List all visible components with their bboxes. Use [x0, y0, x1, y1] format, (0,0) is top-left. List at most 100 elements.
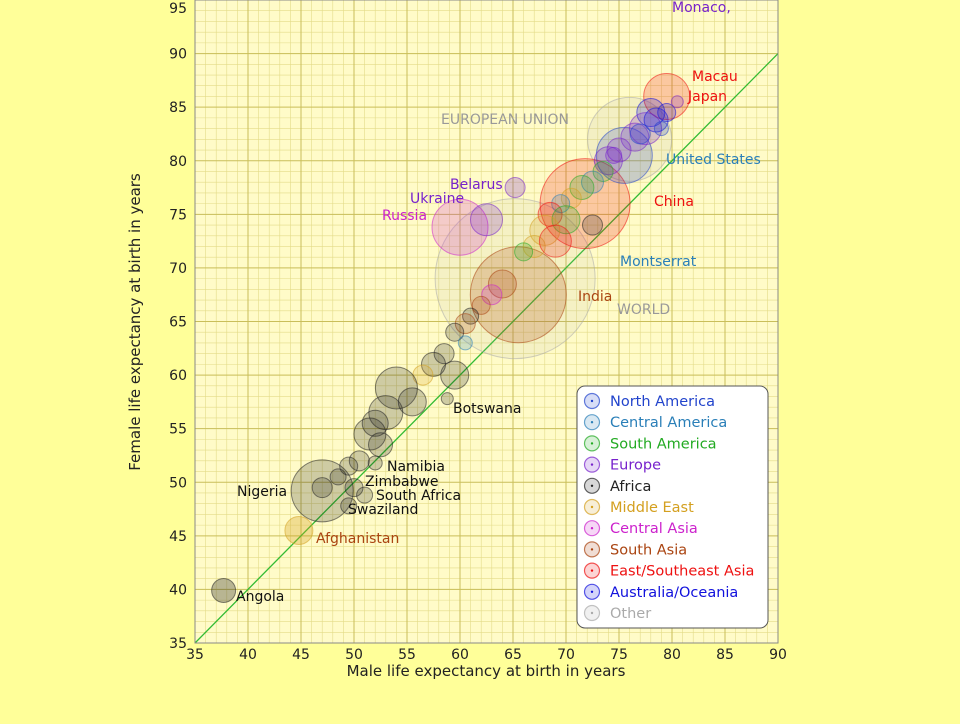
bubbles-layer	[211, 72, 691, 603]
point-label: WORLD	[617, 302, 670, 318]
point-label: United States	[666, 152, 761, 168]
point-label: Nigeria	[237, 484, 287, 500]
legend-marker-dot	[590, 399, 594, 403]
data-bubble	[361, 409, 389, 437]
point-label: Zimbabwe	[365, 474, 439, 490]
legend-label: Europe	[610, 458, 661, 474]
data-bubble	[481, 284, 503, 306]
point-labels-layer: Monaco, Macau Japan EUROPEAN UNION United St…	[236, 0, 761, 605]
data-bubble	[374, 366, 418, 410]
legend-label: Middle East	[610, 500, 694, 516]
point-label: Swaziland	[348, 502, 418, 518]
y-tick-label: 90	[169, 47, 187, 63]
x-tick-label: 50	[345, 647, 363, 663]
point-label: China	[654, 194, 694, 210]
legend-marker-dot	[590, 463, 594, 466]
x-tick-label: 35	[186, 647, 204, 663]
legend-label: Central Asia	[610, 521, 698, 537]
point-label: Montserrat	[620, 254, 697, 270]
legend-marker-dot	[590, 611, 594, 615]
y-tick-label: 80	[169, 154, 187, 170]
point-label: Russia	[382, 208, 427, 224]
data-bubble	[514, 242, 534, 262]
legend-marker-dot	[590, 569, 594, 572]
legend-marker-dot	[590, 484, 594, 487]
data-bubble	[653, 121, 669, 137]
legend-marker-dot	[590, 442, 594, 445]
legend-label: Africa	[610, 479, 651, 495]
reference-line	[194, 53, 779, 644]
legend-box	[576, 385, 769, 629]
legend-marker-dot	[590, 505, 594, 509]
point-label: EUROPEAN UNION	[441, 112, 569, 128]
legend-label: South America	[610, 436, 717, 452]
legend-label: North America	[610, 394, 715, 410]
data-bubble	[329, 468, 347, 486]
data-bubble	[643, 107, 669, 133]
y-tick-label: 40	[169, 582, 187, 598]
x-axis-title: Male life expectancy at birth in years	[347, 662, 626, 680]
y-tick-label: 65	[169, 315, 187, 331]
data-bubble	[539, 158, 631, 250]
data-bubble	[348, 450, 370, 472]
point-label: South Africa	[376, 488, 461, 504]
x-tick-label: 70	[557, 647, 575, 663]
legend-marker-dot	[590, 421, 594, 424]
x-tick-label: 55	[398, 647, 416, 663]
legend-marker-dot	[590, 590, 594, 593]
x-tick-label: 85	[716, 647, 734, 663]
x-tick-label: 90	[769, 647, 787, 663]
data-bubble	[368, 432, 393, 458]
x-tick-label: 40	[239, 647, 257, 663]
data-bubble	[340, 497, 358, 515]
y-tick-label: 75	[169, 207, 187, 223]
data-bubble	[657, 103, 677, 123]
data-bubble	[440, 392, 454, 406]
x-tick-label: 75	[610, 647, 628, 663]
point-label: Namibia	[387, 459, 445, 475]
data-bubble	[504, 177, 526, 199]
point-label: Angola	[236, 589, 284, 605]
data-bubble	[471, 295, 491, 315]
data-bubble	[582, 214, 603, 236]
legend-label: Australia/Oceania	[610, 585, 738, 601]
legend-label: Other	[610, 606, 651, 622]
y-axis-title: Female life expectancy at birth in years	[126, 173, 144, 471]
legend: North America Central America South Americ…	[576, 385, 769, 629]
data-bubble	[440, 360, 470, 390]
data-bubble	[469, 246, 567, 344]
data-bubble	[587, 96, 673, 182]
point-label: Monaco,	[672, 0, 731, 16]
data-bubble	[487, 269, 517, 299]
data-bubble	[356, 486, 374, 504]
data-bubble	[368, 395, 404, 431]
legend-marker-dot	[590, 548, 594, 551]
point-label: Ukraine	[410, 191, 464, 207]
data-bubble	[211, 577, 237, 603]
legend-label: Central America	[610, 415, 727, 431]
point-label: Macau	[692, 69, 738, 85]
x-tick-label: 65	[504, 647, 522, 663]
data-bubble	[311, 477, 333, 499]
y-tick-label: 35	[169, 636, 187, 652]
y-tick-label: 50	[169, 475, 187, 491]
legend-label: East/Southeast Asia	[610, 564, 754, 580]
data-bubble	[670, 95, 684, 109]
data-bubble	[284, 515, 314, 545]
y-tick-label: 55	[169, 422, 187, 438]
data-bubble	[431, 198, 489, 256]
data-bubble	[445, 322, 465, 342]
data-bubble	[551, 194, 571, 214]
data-bubble	[367, 455, 383, 471]
point-label: Japan	[687, 89, 727, 105]
plot-border	[194, 0, 779, 644]
data-bubble	[605, 146, 623, 164]
data-bubble	[569, 175, 595, 201]
legend-marker-dot	[590, 527, 594, 530]
y-tick-label: 60	[169, 368, 187, 384]
point-label: Botswana	[453, 401, 521, 417]
data-bubble	[290, 459, 354, 523]
data-bubble	[433, 343, 455, 365]
